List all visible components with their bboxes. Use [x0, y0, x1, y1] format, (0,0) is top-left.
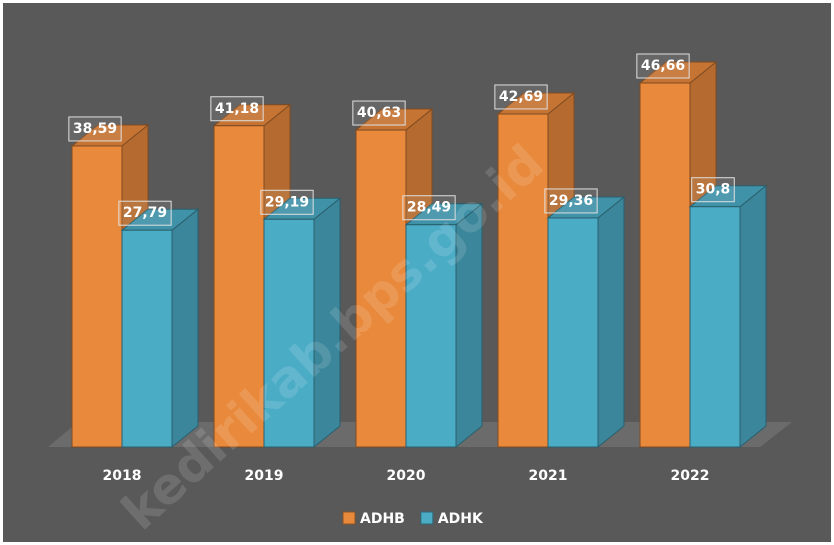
data-label-box: [68, 116, 122, 142]
data-label-box: [691, 177, 735, 203]
legend-swatch: [420, 511, 434, 525]
bar: [71, 145, 123, 448]
bar: [497, 113, 549, 448]
data-label-box: [352, 100, 406, 126]
legend-label: ADHB: [360, 511, 405, 527]
data-label-box: [402, 195, 456, 221]
data-label: 30,8: [696, 182, 731, 198]
legend-swatch: [342, 511, 356, 525]
data-label: 27,79: [123, 205, 167, 221]
data-label-box: [260, 189, 314, 215]
data-label: 29,19: [265, 194, 309, 210]
x-tick-label: 2022: [671, 468, 710, 484]
data-label-box: [544, 188, 598, 214]
data-label-box: [636, 53, 690, 79]
data-label-box: [118, 200, 172, 226]
bar: [547, 217, 599, 448]
data-label: 42,69: [499, 89, 543, 105]
bar: [355, 129, 407, 448]
bar-side: [739, 184, 767, 449]
x-tick-label: 2019: [245, 468, 284, 484]
data-label: 29,36: [549, 193, 593, 209]
data-label: 46,66: [641, 58, 685, 74]
bar-side: [597, 195, 625, 449]
x-tick-label: 2020: [387, 468, 426, 484]
x-tick-label: 2021: [529, 468, 568, 484]
bar: [405, 224, 457, 448]
legend-label: ADHK: [438, 511, 484, 527]
bar: [121, 229, 173, 448]
bar: [213, 125, 265, 448]
bar: [689, 206, 741, 448]
bar: [263, 218, 315, 448]
data-label-box: [494, 84, 548, 110]
bar: [639, 82, 691, 448]
x-tick-label: 2018: [103, 468, 142, 484]
data-label: 28,49: [407, 200, 451, 216]
data-label-box: [210, 96, 264, 122]
data-label: 41,18: [215, 101, 259, 117]
bar-side: [171, 208, 199, 449]
data-label: 38,59: [73, 121, 117, 137]
data-label: 40,63: [357, 105, 401, 121]
